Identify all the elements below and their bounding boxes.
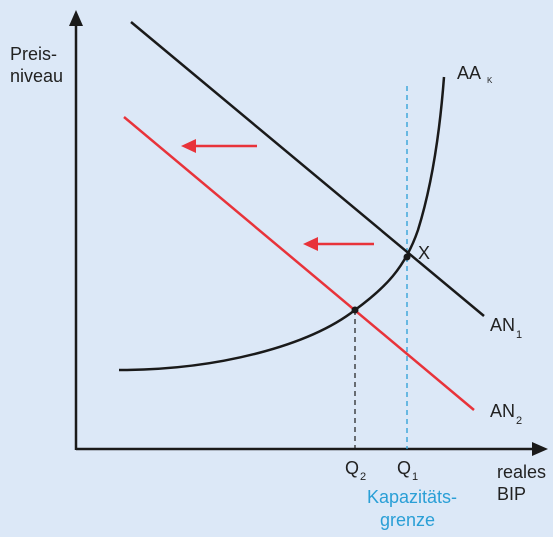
shift-arrow-lower: [303, 237, 374, 251]
y-axis-label-line2: niveau: [10, 66, 63, 86]
q1-label: Q: [397, 458, 411, 478]
supply-curve-label: AA: [457, 63, 481, 83]
q1-subscript: 1: [412, 471, 418, 483]
y-axis-label-line1: Preis-: [10, 44, 57, 64]
an1-subscript: 1: [516, 329, 522, 341]
shift-arrow-upper: [181, 139, 257, 153]
equilibrium-point-x: [403, 253, 411, 261]
equilibrium-point-q2: [351, 306, 359, 314]
capacity-label-line1: Kapazitäts-: [367, 487, 457, 507]
an1-label: AN: [490, 315, 515, 335]
y-axis-arrowhead: [69, 10, 83, 26]
supply-curve-subscript: K: [487, 76, 493, 85]
x-axis-label-line1: reales: [497, 462, 546, 482]
supply-curve-aak: [118, 76, 446, 372]
an2-subscript: 2: [516, 415, 522, 427]
q2-label: Q: [345, 458, 359, 478]
x-axis-label-line2: BIP: [497, 484, 526, 504]
capacity-label-line2: grenze: [380, 510, 435, 530]
equilibrium-label: X: [418, 243, 430, 263]
q2-subscript: 2: [360, 471, 366, 483]
demand-curve-an1: [130, 21, 485, 317]
an2-label: AN: [490, 401, 515, 421]
demand-curve-an2: [123, 116, 475, 411]
x-axis-arrowhead: [532, 442, 548, 456]
